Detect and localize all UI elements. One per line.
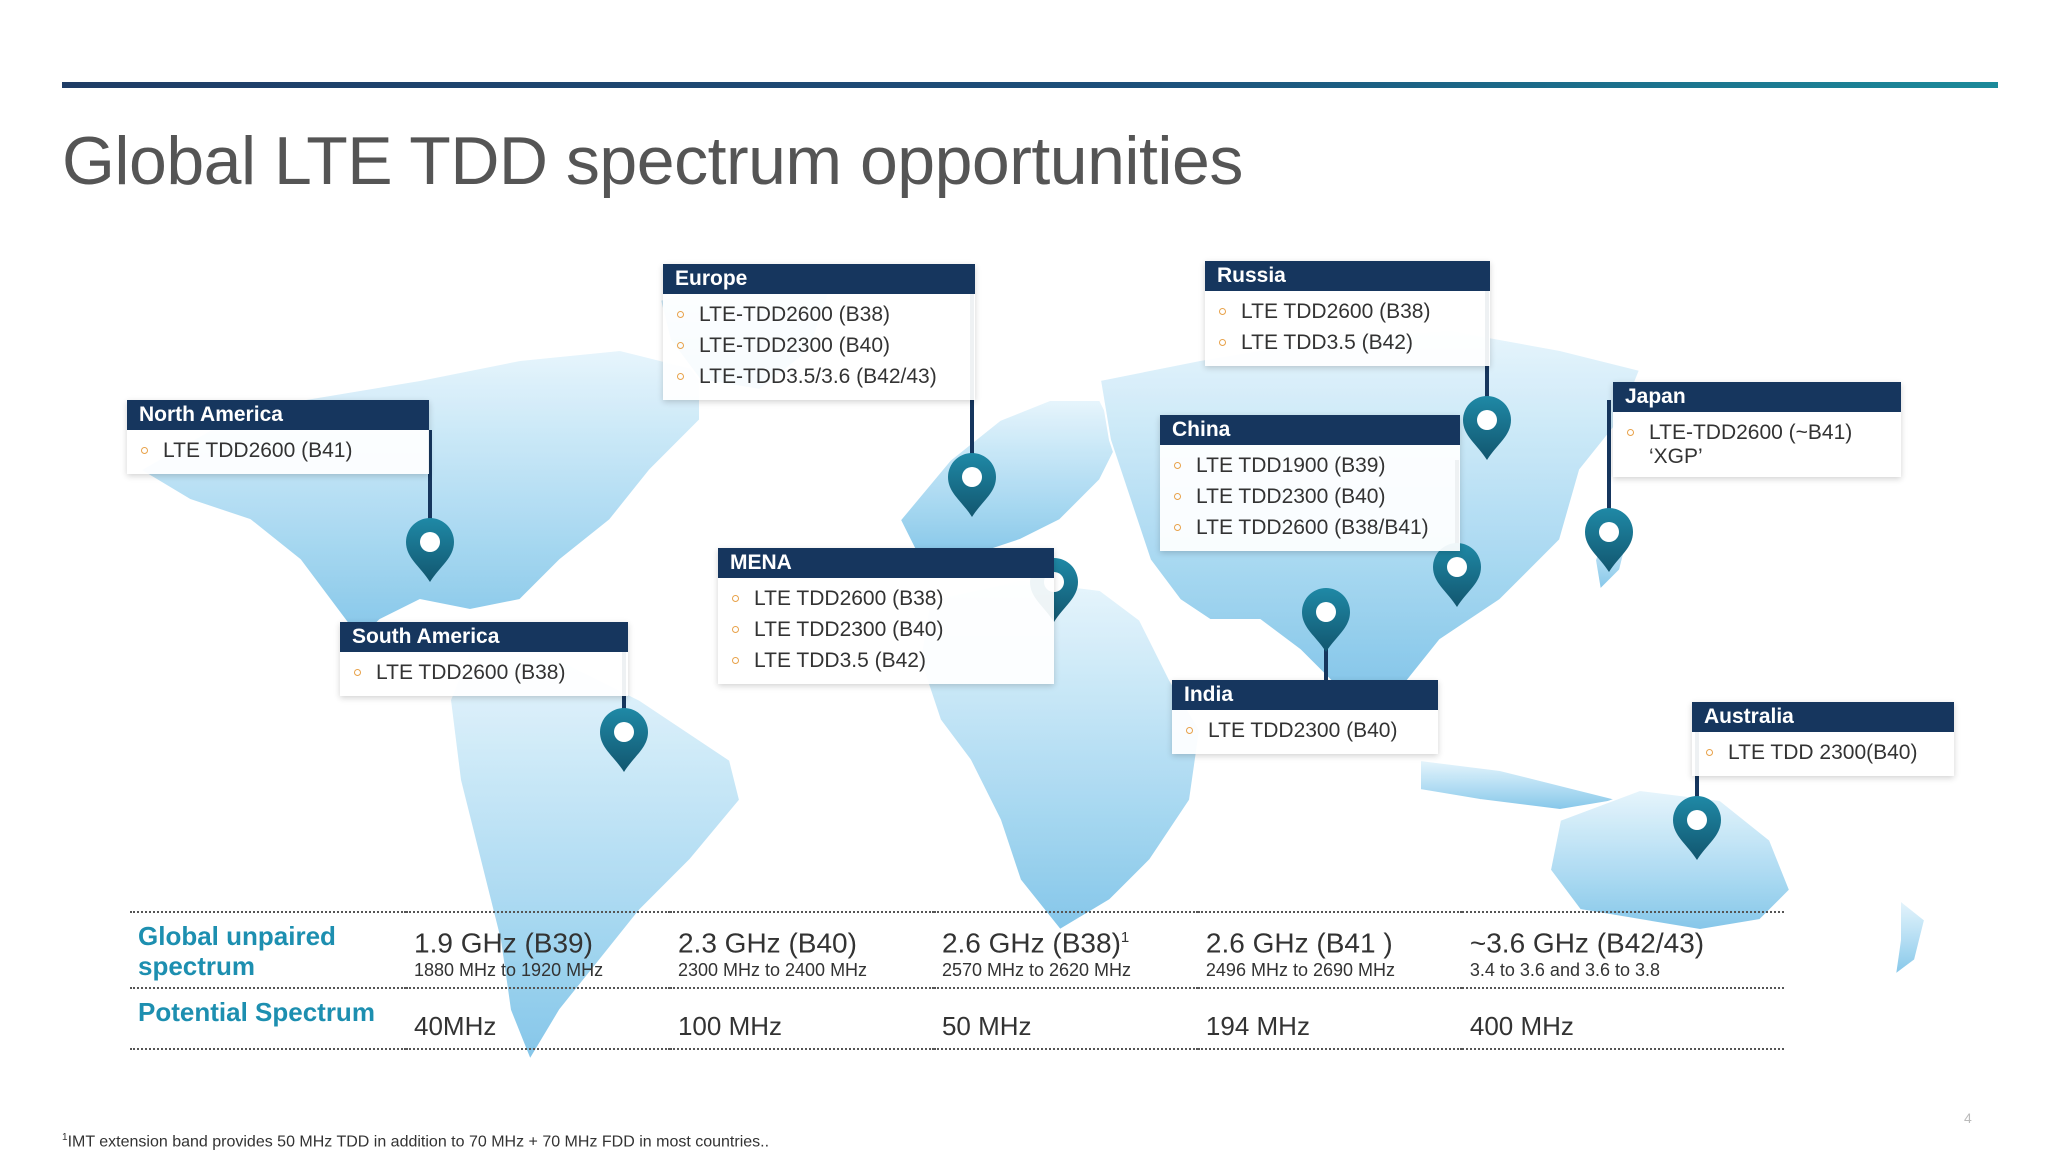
bullet-circle-icon: [1627, 429, 1634, 436]
land-south-america: [448, 648, 742, 1063]
map-pin-icon: [1673, 796, 1721, 860]
band-cell: ~3.6 GHz (B42/43) 3.4 to 3.6 and 3.6 to 3…: [1469, 927, 1705, 981]
callout-australia: Australia LTE TDD 2300(B40): [1692, 702, 1954, 776]
bullet-circle-icon: [141, 447, 148, 454]
band-item: LTE TDD2600 (B38/B41): [1170, 512, 1450, 543]
band-cell: 2.6 GHz (B41 ) 2496 MHz to 2690 MHz: [1205, 927, 1395, 981]
callout-header: North America: [127, 400, 429, 430]
callout-header: Russia: [1205, 261, 1490, 291]
band-item: LTE-TDD3.5/3.6 (B42/43): [673, 361, 965, 392]
table-row-potential: Potential Spectrum 40MHz 100 MHz 50 MHz …: [130, 988, 1784, 1050]
callout-mena: MENA LTE TDD2600 (B38) LTE TDD2300 (B40)…: [718, 548, 1054, 684]
bullet-circle-icon: [1174, 493, 1181, 500]
band-item: LTE TDD2600 (B38): [728, 583, 1044, 614]
land-north-america: [138, 348, 701, 642]
bullet-circle-icon: [1219, 339, 1226, 346]
callout-russia: Russia LTE TDD2600 (B38) LTE TDD3.5 (B42…: [1205, 261, 1490, 366]
row-label-global-unpaired: Global unpaired spectrum: [138, 921, 336, 981]
band-cell: 2.6 GHz (B38)1 2570 MHz to 2620 MHz: [941, 927, 1132, 981]
band-item: LTE TDD2300 (B40): [1170, 481, 1450, 512]
band-list: LTE TDD2300 (B40): [1172, 710, 1438, 754]
map-pin-icon: [1433, 543, 1481, 607]
page-number: 4: [1964, 1110, 1972, 1126]
land-australia: [1548, 788, 1792, 932]
map-pin-icon: [600, 708, 648, 772]
band-list: LTE TDD2600 (B38) LTE TDD3.5 (B42): [1205, 291, 1490, 366]
row-label-potential: Potential Spectrum: [138, 997, 375, 1028]
potential-value: 40MHz: [414, 1011, 497, 1042]
bullet-circle-icon: [677, 373, 684, 380]
land-new-zealand: [1893, 897, 1927, 978]
map-pin-icon: [1585, 508, 1633, 572]
title-accent-bar: [62, 82, 1998, 88]
land-europe: [898, 399, 1122, 561]
map-pin-icon: [1463, 396, 1511, 460]
band-item: LTE-TDD2600 (~B41) ‘XGP’: [1623, 417, 1891, 469]
table-row-global-unpaired: Global unpaired spectrum 1.9 GHz (B39) 18…: [130, 912, 1784, 989]
band-list: LTE-TDD2600 (~B41) ‘XGP’: [1613, 412, 1901, 477]
band-list: LTE TDD2600 (B38) LTE TDD2300 (B40) LTE …: [718, 578, 1054, 684]
callout-header: Australia: [1692, 702, 1954, 732]
callout-china: China LTE TDD1900 (B39) LTE TDD2300 (B40…: [1160, 415, 1460, 551]
bullet-circle-icon: [1174, 462, 1181, 469]
band-item: LTE TDD2600 (B38): [1215, 296, 1480, 327]
bullet-circle-icon: [732, 657, 739, 664]
potential-value: 400 MHz: [1469, 1011, 1574, 1042]
callout-header: India: [1172, 680, 1438, 710]
spectrum-table: Global unpaired spectrum 1.9 GHz (B39) 18…: [130, 911, 1784, 1050]
bullet-circle-icon: [1186, 727, 1193, 734]
callout-north-america: North America LTE TDD2600 (B41): [127, 400, 429, 474]
band-item: LTE TDD2300 (B40): [1182, 715, 1428, 746]
callout-header: MENA: [718, 548, 1054, 578]
bullet-circle-icon: [677, 311, 684, 318]
potential-value: 100 MHz: [677, 1011, 783, 1042]
band-cell: 2.3 GHz (B40) 2300 MHz to 2400 MHz: [677, 927, 868, 981]
map-pin-icon: [948, 453, 996, 517]
bullet-circle-icon: [1706, 749, 1713, 756]
callout-header: South America: [340, 622, 628, 652]
callout-header: Japan: [1613, 382, 1901, 412]
callout-japan: Japan LTE-TDD2600 (~B41) ‘XGP’: [1613, 382, 1901, 477]
band-item: LTE TDD1900 (B39): [1170, 450, 1450, 481]
band-item: LTE TDD2300 (B40): [728, 614, 1044, 645]
callout-header: Europe: [663, 264, 975, 294]
band-item: LTE TDD 2300(B40): [1702, 737, 1944, 768]
map-pin-icon: [1302, 588, 1350, 652]
potential-value: 50 MHz: [941, 1011, 1032, 1042]
bullet-circle-icon: [1174, 524, 1181, 531]
band-list: LTE TDD2600 (B41): [127, 430, 429, 474]
callout-europe: Europe LTE-TDD2600 (B38) LTE-TDD2300 (B4…: [663, 264, 975, 400]
band-item: LTE TDD2600 (B38): [350, 657, 618, 688]
land-indonesia: [1419, 758, 1621, 812]
band-item: LTE TDD3.5 (B42): [728, 645, 1044, 676]
slide-title: Global LTE TDD spectrum opportunities: [62, 123, 1243, 199]
band-list: LTE-TDD2600 (B38) LTE-TDD2300 (B40) LTE-…: [663, 294, 975, 400]
band-list: LTE TDD1900 (B39) LTE TDD2300 (B40) LTE …: [1160, 445, 1460, 551]
footnote: 1IMT extension band provides 50 MHz TDD …: [62, 1132, 770, 1151]
callout-india: India LTE TDD2300 (B40): [1172, 680, 1438, 754]
band-list: LTE TDD2600 (B38): [340, 652, 628, 696]
band-item: LTE-TDD2300 (B40): [673, 330, 965, 361]
callout-header: China: [1160, 415, 1460, 445]
potential-value: 194 MHz: [1205, 1011, 1310, 1042]
callout-south-america: South America LTE TDD2600 (B38): [340, 622, 628, 696]
bullet-circle-icon: [354, 669, 361, 676]
bullet-circle-icon: [732, 626, 739, 633]
band-list: LTE TDD 2300(B40): [1692, 732, 1954, 776]
band-item: LTE TDD2600 (B41): [137, 435, 419, 466]
band-item: LTE TDD3.5 (B42): [1215, 327, 1480, 358]
bullet-circle-icon: [732, 595, 739, 602]
band-subtext: ‘XGP’: [1649, 445, 1703, 468]
map-pin-icon: [406, 518, 454, 582]
band-item: LTE-TDD2600 (B38): [673, 299, 965, 330]
band-cell: 1.9 GHz (B39) 1880 MHz to 1920 MHz: [414, 927, 604, 981]
bullet-circle-icon: [677, 342, 684, 349]
bullet-circle-icon: [1219, 308, 1226, 315]
